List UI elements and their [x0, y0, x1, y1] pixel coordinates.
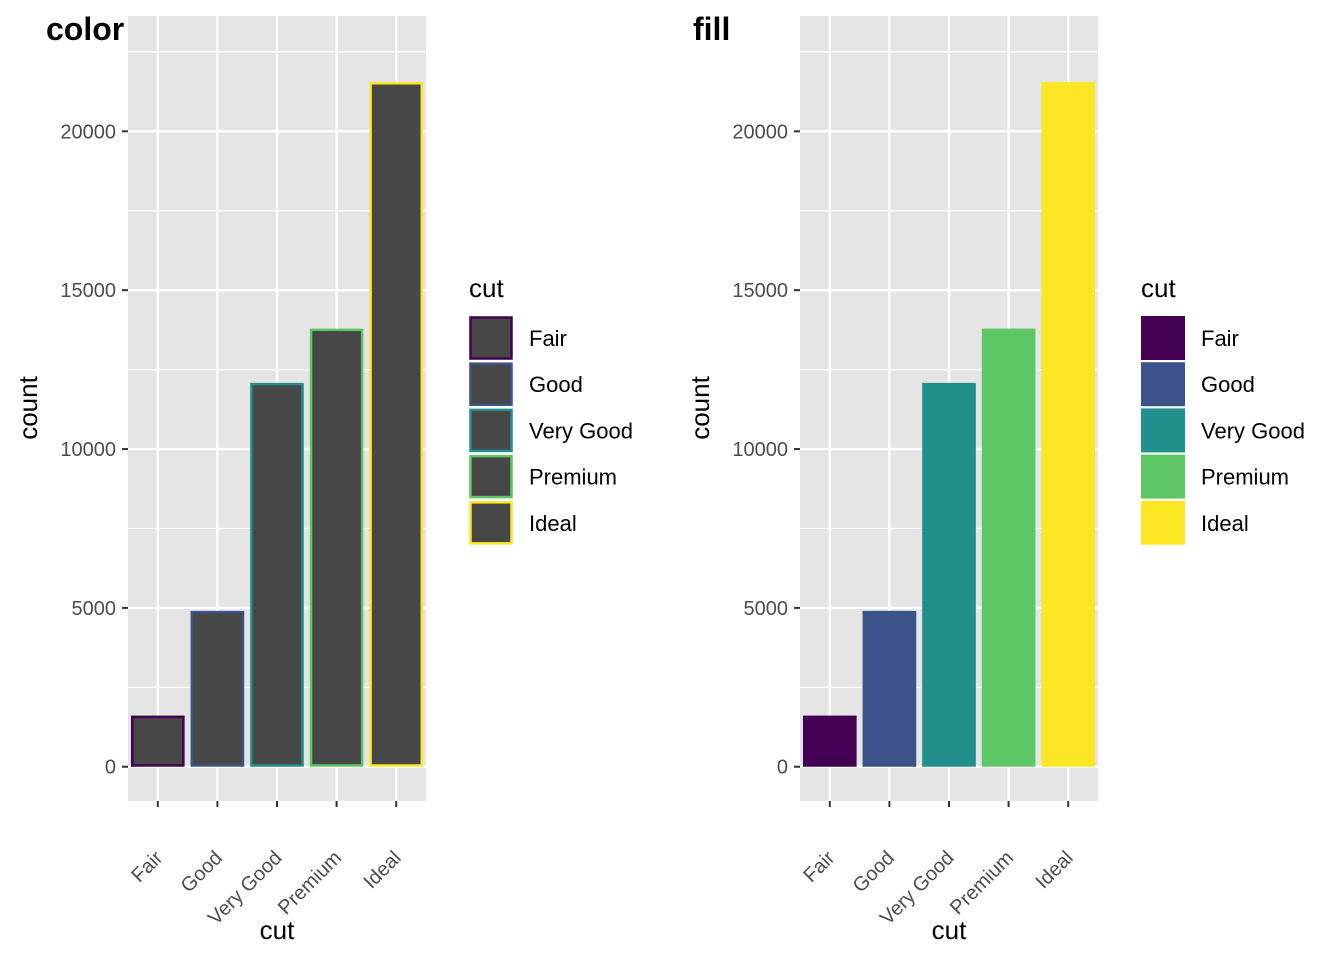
legend-label: Good — [529, 372, 583, 397]
bar-very-good — [250, 382, 304, 767]
y-axis-ticks: 0 5000 10000 15000 20000 — [60, 121, 128, 779]
legend: cut Fair Good Very Good Premium Ideal — [469, 273, 633, 545]
legend-key-good — [1141, 362, 1185, 407]
legend-key-very-good — [469, 408, 513, 453]
x-tick-label: Ideal — [1032, 847, 1078, 893]
chart-title: fill — [693, 11, 730, 47]
legend-key-premium — [469, 454, 513, 499]
bar-fair — [802, 715, 857, 767]
y-tick-label: 10000 — [60, 439, 116, 461]
bar-premium — [981, 328, 1036, 767]
legend-key-good — [469, 362, 513, 406]
bar-fair — [130, 715, 185, 767]
legend: cut Fair Good Very Good Premium Ideal — [1141, 273, 1305, 545]
legend-label: Ideal — [1201, 511, 1249, 536]
legend-label: Very Good — [1201, 418, 1305, 443]
legend-title: cut — [469, 273, 504, 303]
legend-label: Fair — [1201, 326, 1239, 351]
y-tick-label: 5000 — [744, 598, 789, 620]
bar-good — [190, 610, 245, 767]
x-tick-label: Good — [177, 847, 227, 897]
x-tick-label: Premium — [274, 847, 346, 919]
bars — [802, 82, 1096, 767]
y-tick-label: 0 — [777, 757, 788, 779]
bar-very-good — [922, 382, 976, 767]
legend-key-fair — [469, 316, 513, 360]
y-axis-title: count — [13, 375, 43, 439]
y-tick-label: 15000 — [60, 280, 116, 302]
legend-key-premium — [1141, 454, 1185, 499]
y-tick-label: 20000 — [60, 121, 116, 143]
y-tick-label: 5000 — [72, 598, 117, 620]
legend-key-ideal — [1141, 500, 1185, 545]
x-tick-label: Premium — [946, 847, 1018, 919]
x-tick-label: Ideal — [360, 847, 406, 893]
legend-label: Premium — [1201, 465, 1289, 490]
x-axis-title: cut — [260, 915, 295, 945]
legend-key-ideal — [469, 501, 513, 545]
legend-label: Very Good — [529, 418, 633, 443]
legend-key-fair — [1141, 316, 1185, 360]
x-tick-label: Good — [849, 847, 899, 897]
legend-label: Premium — [529, 465, 617, 490]
bar-good — [862, 610, 917, 767]
legend-key-very-good — [1141, 408, 1185, 453]
y-tick-label: 10000 — [732, 439, 788, 461]
legend-title: cut — [1141, 273, 1176, 303]
bar-ideal — [369, 82, 424, 767]
y-axis-title: count — [685, 375, 715, 439]
legend-items: Fair Good Very Good Premium Ideal — [1141, 316, 1305, 545]
chart-title: color — [46, 11, 124, 47]
legend-label: Good — [1201, 372, 1255, 397]
x-axis-title: cut — [932, 915, 967, 945]
bars — [130, 82, 424, 767]
y-tick-label: 20000 — [732, 121, 788, 143]
x-tick-label: Fair — [127, 847, 167, 887]
legend-label: Fair — [529, 326, 567, 351]
y-axis-ticks: 0 5000 10000 15000 20000 — [732, 121, 800, 779]
y-tick-label: 15000 — [732, 280, 788, 302]
y-tick-label: 0 — [105, 757, 116, 779]
legend-label: Ideal — [529, 511, 577, 536]
bar-ideal — [1041, 82, 1096, 767]
bar-premium — [309, 328, 364, 767]
legend-items: Fair Good Very Good Premium Ideal — [469, 316, 633, 545]
x-tick-label: Fair — [799, 847, 839, 887]
